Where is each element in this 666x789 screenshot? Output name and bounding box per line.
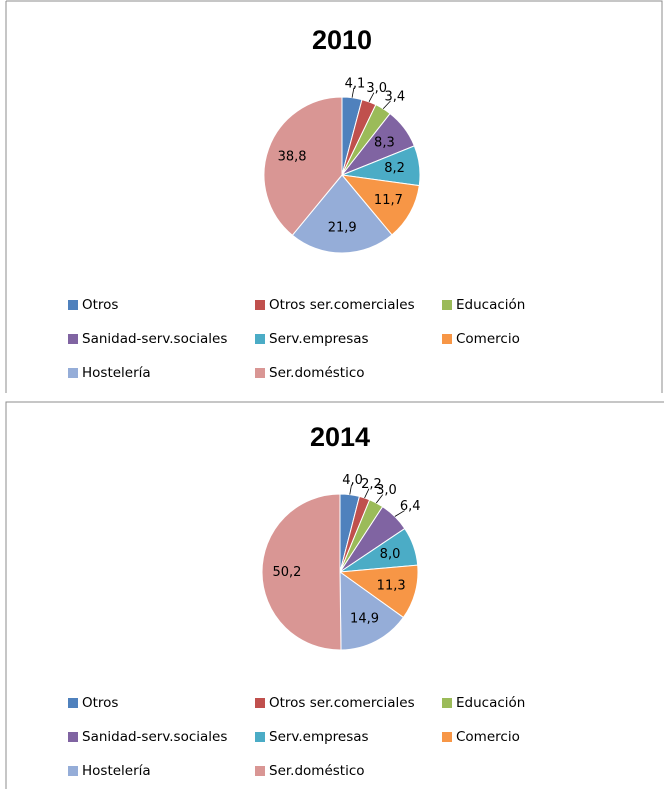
data-label: 4,1 xyxy=(345,76,366,91)
legend-label: Hostelería xyxy=(82,763,151,779)
leader-line xyxy=(394,510,405,517)
leader-line xyxy=(382,100,391,110)
legend-swatch xyxy=(442,334,452,344)
pie-slice xyxy=(263,96,343,236)
data-label: 11,3 xyxy=(377,578,406,593)
legend-label: Otros ser.comerciales xyxy=(269,297,415,313)
data-label: 21,9 xyxy=(328,221,357,236)
pie-slice xyxy=(291,174,393,254)
data-label: 50,2 xyxy=(272,565,301,580)
data-label: 8,2 xyxy=(384,161,405,176)
legend-label: Comercio xyxy=(456,331,520,347)
legend-label: Serv.empresas xyxy=(269,331,369,347)
pie-slice xyxy=(261,493,342,651)
data-label: 6,4 xyxy=(400,499,421,514)
legend-swatch xyxy=(68,766,78,776)
data-label: 4,0 xyxy=(342,473,363,488)
data-label: 3,4 xyxy=(384,89,405,104)
data-label: 38,8 xyxy=(278,150,307,165)
legend-swatch xyxy=(68,334,78,344)
legend-swatch xyxy=(255,300,265,310)
legend-swatch xyxy=(255,334,265,344)
legend-label: Otros xyxy=(82,297,118,313)
legend-label: Comercio xyxy=(456,729,520,745)
pie-slice xyxy=(339,571,405,651)
leader-line xyxy=(364,488,370,499)
leader-line xyxy=(375,494,384,504)
chart-title: 2014 xyxy=(310,422,370,452)
legend-label: Sanidad-serv.sociales xyxy=(82,331,227,347)
panel-border xyxy=(5,0,663,393)
data-label: 2,2 xyxy=(361,477,382,492)
data-label: 3,0 xyxy=(376,483,397,498)
legend-label: Ser.doméstico xyxy=(269,365,365,381)
legend-swatch xyxy=(255,698,265,708)
leader-line xyxy=(368,92,375,103)
legend-swatch xyxy=(255,766,265,776)
legend-label: Educación xyxy=(456,695,525,711)
legend-swatch xyxy=(442,300,452,310)
data-label: 3,0 xyxy=(366,81,387,96)
legend-swatch xyxy=(68,698,78,708)
legend-swatch xyxy=(442,732,452,742)
data-label: 14,9 xyxy=(350,612,379,627)
legend-swatch xyxy=(68,732,78,742)
data-label: 8,0 xyxy=(380,547,401,562)
legend-label: Educación xyxy=(456,297,525,313)
legend-swatch xyxy=(68,368,78,378)
leader-line xyxy=(351,87,355,98)
legend-swatch xyxy=(68,300,78,310)
chart-title: 2010 xyxy=(312,25,372,55)
leader-line xyxy=(349,484,352,495)
panel-border xyxy=(5,401,664,789)
data-label: 8,3 xyxy=(374,136,395,151)
legend-label: Otros xyxy=(82,695,118,711)
legend-swatch xyxy=(442,698,452,708)
legend-swatch xyxy=(255,732,265,742)
legend-swatch xyxy=(255,368,265,378)
legend-label: Hostelería xyxy=(82,365,151,381)
legend-label: Serv.empresas xyxy=(269,729,369,745)
data-label: 11,7 xyxy=(374,193,403,208)
legend-label: Sanidad-serv.sociales xyxy=(82,729,227,745)
legend-label: Otros ser.comerciales xyxy=(269,695,415,711)
legend-label: Ser.doméstico xyxy=(269,763,365,779)
